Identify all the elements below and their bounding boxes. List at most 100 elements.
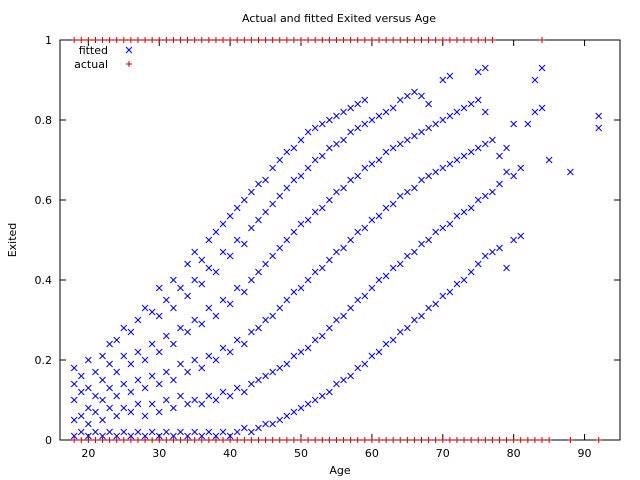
fitted-point [396, 328, 404, 336]
fitted-point [389, 144, 397, 152]
fitted-point [411, 316, 418, 324]
fitted-point [283, 148, 291, 156]
actual-point [510, 437, 517, 443]
fitted-point [340, 184, 347, 192]
fitted-point [396, 140, 404, 148]
fitted-point [148, 308, 156, 316]
fitted-point [425, 100, 432, 108]
fitted-point [70, 364, 78, 372]
plot-area-frame [59, 39, 621, 441]
actual-point [127, 37, 134, 43]
fitted-point [162, 332, 170, 340]
legend-label-fitted: fitted [79, 44, 108, 57]
fitted-point [85, 404, 92, 412]
fitted-point [212, 396, 220, 404]
fitted-point [226, 432, 234, 440]
actual-point [354, 37, 361, 43]
x-tick-label: 20 [81, 447, 95, 460]
fitted-point [403, 252, 411, 260]
fitted-point [162, 296, 170, 304]
fitted-point [255, 268, 262, 276]
x-tick-label: 70 [436, 447, 450, 460]
actual-point [517, 437, 524, 443]
actual-point [375, 437, 382, 443]
fitted-point [283, 296, 291, 304]
x-axis: 20 30 40 50 60 70 80 90 [81, 40, 592, 460]
fitted-point [453, 212, 461, 220]
actual-point [85, 37, 92, 43]
actual-point [290, 437, 297, 443]
fitted-point [510, 236, 518, 244]
fitted-point [70, 416, 78, 424]
actual-point [99, 437, 106, 443]
fitted-point [184, 368, 191, 376]
fitted-point [141, 356, 149, 364]
fitted-point [411, 132, 418, 140]
actual-point [390, 37, 397, 43]
fitted-point [99, 396, 106, 404]
fitted-point [106, 340, 113, 348]
fitted-point [425, 124, 432, 132]
actual-point [368, 437, 375, 443]
actual-point [276, 437, 283, 443]
fitted-point [446, 220, 454, 228]
fitted-point [382, 108, 390, 116]
fitted-point [127, 432, 135, 440]
actual-point [439, 37, 446, 43]
fitted-point [439, 164, 447, 172]
fitted-point [333, 380, 340, 388]
fitted-point [148, 340, 156, 348]
fitted-point [333, 248, 340, 256]
actual-point [106, 437, 113, 443]
fitted-point [361, 224, 369, 232]
fitted-point [219, 296, 227, 304]
fitted-point [474, 68, 482, 76]
fitted-point [99, 376, 106, 384]
fitted-point [212, 268, 220, 276]
fitted-point [134, 428, 142, 436]
fitted-point [248, 328, 255, 336]
actual-point [255, 437, 262, 443]
fitted-point [311, 396, 319, 404]
fitted-point [99, 352, 106, 360]
fitted-point [99, 416, 106, 424]
actual-point [78, 437, 85, 443]
fitted-point [389, 264, 397, 272]
fitted-point [389, 336, 397, 344]
actual-point [163, 437, 170, 443]
fitted-point [524, 120, 532, 128]
fitted-point [418, 176, 425, 184]
legend-label-actual: actual [74, 58, 108, 71]
fitted-point [425, 304, 432, 312]
actual-point [248, 37, 255, 43]
fitted-point [311, 208, 319, 216]
actual-point [375, 37, 382, 43]
fitted-point [269, 252, 277, 260]
fitted-point [219, 344, 227, 352]
fitted-point [155, 284, 163, 292]
fitted-point [205, 352, 213, 360]
x-tick-label: 90 [578, 447, 592, 460]
fitted-point [255, 376, 262, 384]
fitted-point [290, 144, 298, 152]
fitted-point [439, 76, 447, 84]
actual-point [269, 37, 276, 43]
fitted-point [226, 392, 234, 400]
actual-point [411, 37, 418, 43]
fitted-point [503, 264, 510, 272]
fitted-point [170, 376, 177, 384]
fitted-point [113, 392, 121, 400]
fitted-point [290, 408, 298, 416]
actual-point [489, 37, 496, 43]
fitted-point [240, 196, 248, 204]
fitted-point [595, 112, 603, 120]
fitted-point [446, 288, 454, 296]
actual-series [71, 37, 602, 443]
fitted-point [354, 228, 362, 236]
fitted-point [170, 404, 177, 412]
fitted-point [354, 172, 362, 180]
fitted-point [368, 160, 376, 168]
fitted-point [255, 424, 262, 432]
fitted-point [326, 144, 333, 152]
fitted-point [347, 304, 354, 312]
